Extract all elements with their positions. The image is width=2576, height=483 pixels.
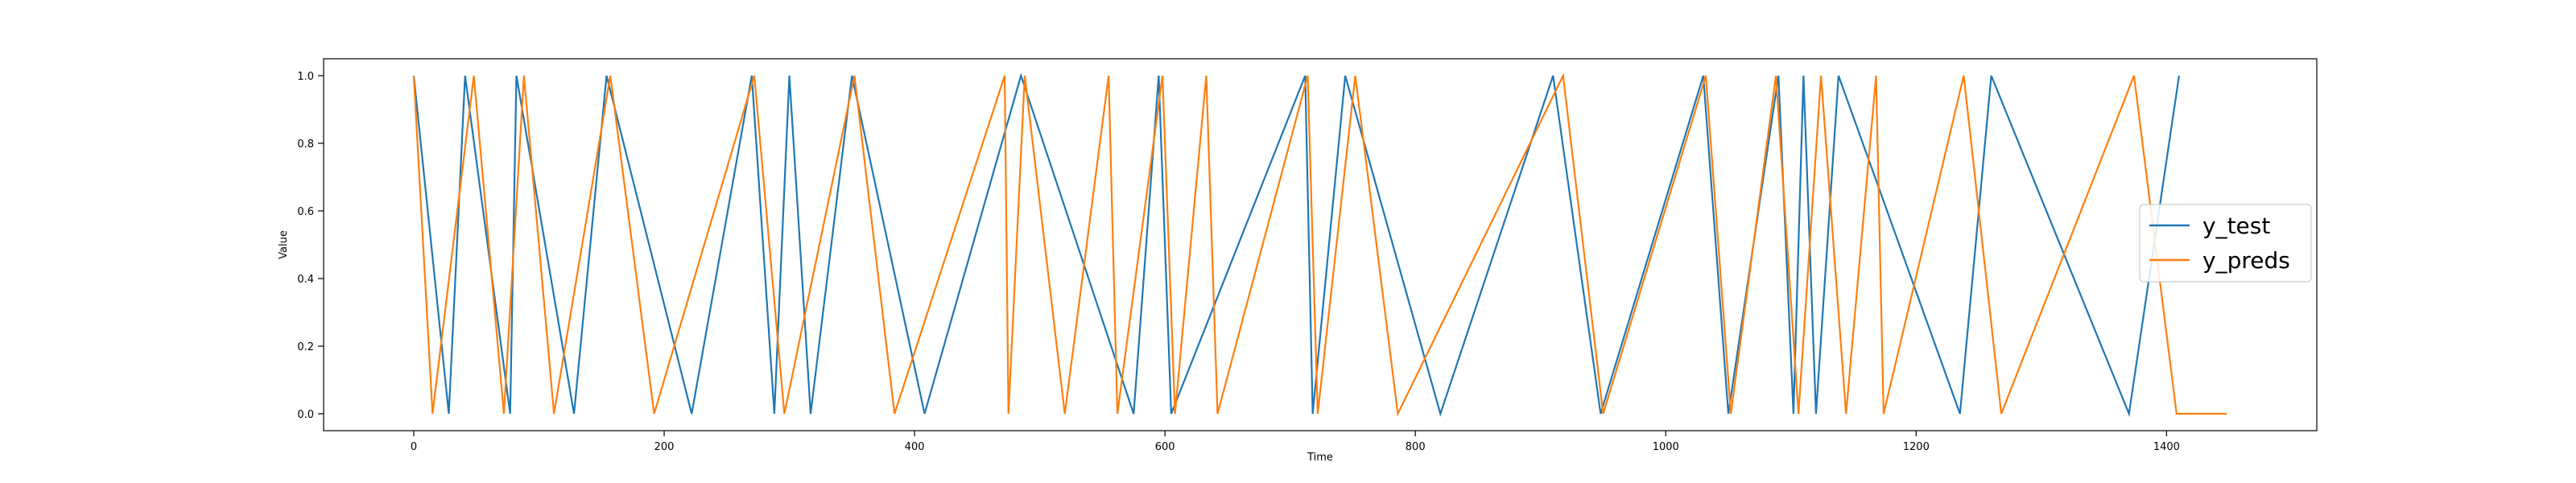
legend-label-y-test: y_test <box>2202 213 2270 239</box>
plot-frame <box>323 58 2318 431</box>
y-tick-label: 0.6 <box>297 206 314 218</box>
y-tick-label: 0.8 <box>297 138 314 151</box>
x-tick-label: 1400 <box>2153 441 2180 453</box>
axes-layer: 0 200 400 600 800 1000 1200 1400 0.0 0.2 0.4 0.6 0.8… <box>297 71 2180 453</box>
y-tick-label: 1.0 <box>297 71 314 83</box>
legend-label-y-preds: y_preds <box>2202 247 2290 274</box>
x-tick-label: 600 <box>1155 441 1175 453</box>
x-axis-label: Time <box>1307 452 1333 464</box>
y-tick-label: 0.4 <box>297 274 314 286</box>
series-line-y-test <box>412 72 2181 418</box>
series-layer <box>412 72 2227 418</box>
x-tick-label: 400 <box>905 441 925 453</box>
x-tick-label: 0 <box>411 441 417 453</box>
y-tick-label: 0.2 <box>297 341 314 353</box>
legend: y_test y_preds <box>2139 204 2312 283</box>
series-line-y-preds <box>412 72 2227 417</box>
legend-box <box>2139 204 2312 283</box>
y-axis-label: Value <box>278 230 290 259</box>
x-tick-label: 1000 <box>1653 441 1679 453</box>
x-tick-label: 800 <box>1406 441 1426 453</box>
x-tick-label: 200 <box>654 441 675 453</box>
y-tick-label: 0.0 <box>297 409 314 421</box>
x-tick-label: 1200 <box>1903 441 1930 453</box>
